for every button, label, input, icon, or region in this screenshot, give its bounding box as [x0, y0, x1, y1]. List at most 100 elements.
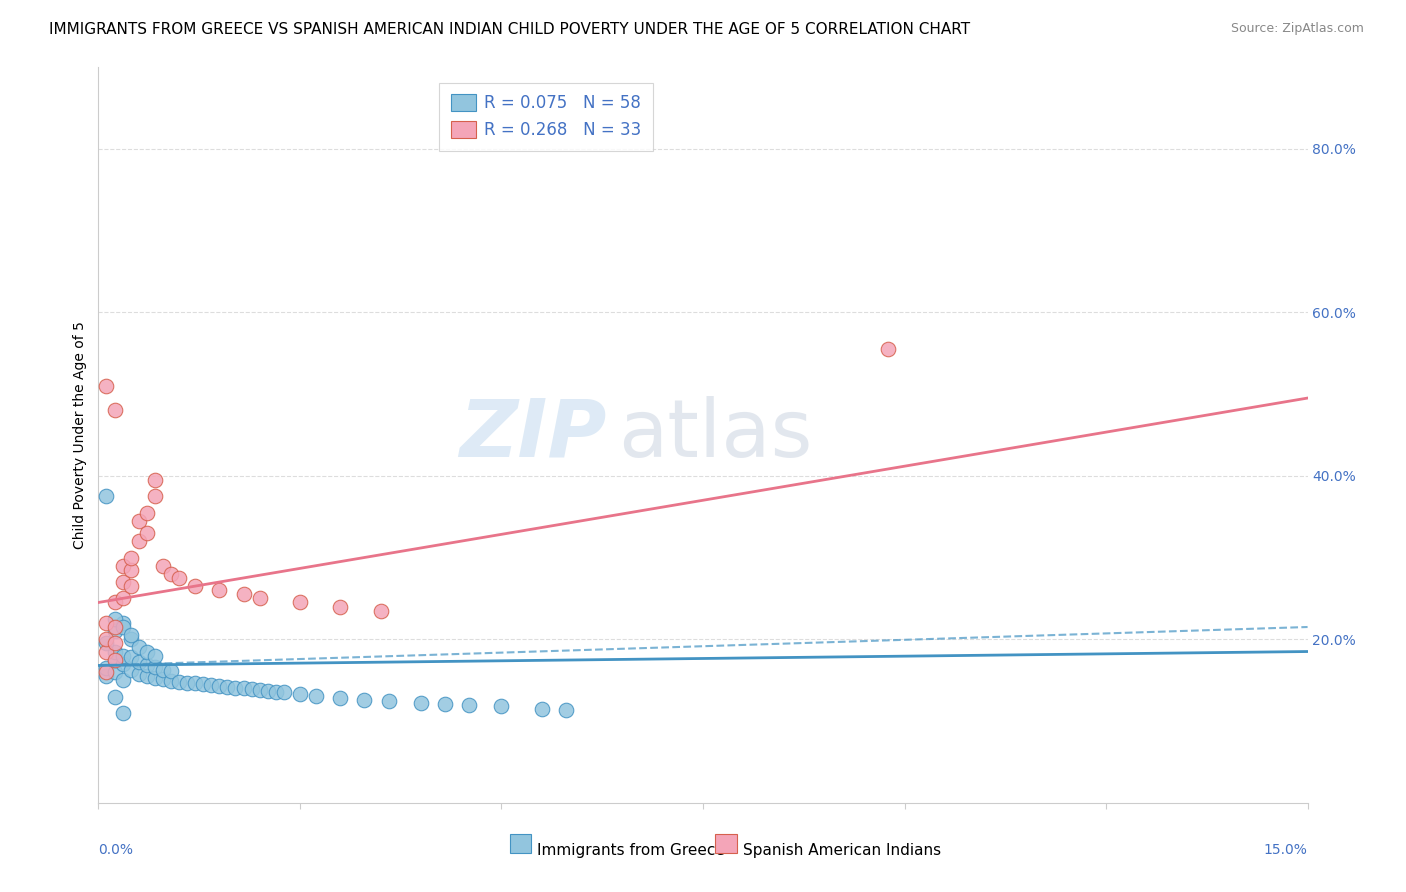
Point	[103, 624, 125, 639]
Point	[167, 674, 190, 689]
Point	[877, 342, 900, 356]
Point	[409, 696, 432, 710]
Point	[434, 697, 457, 711]
Point	[273, 685, 295, 699]
Point	[240, 682, 263, 697]
Point	[111, 648, 134, 663]
Point	[103, 595, 125, 609]
Point	[353, 692, 375, 706]
Point	[329, 599, 352, 614]
Point	[135, 669, 157, 683]
Point	[232, 587, 254, 601]
Point	[120, 579, 142, 593]
Point	[96, 615, 118, 630]
Point	[120, 632, 142, 647]
Point	[208, 583, 231, 598]
Point	[152, 558, 174, 573]
Point	[103, 690, 125, 704]
Point	[103, 653, 125, 667]
Point	[103, 612, 125, 626]
Text: 0.0%: 0.0%	[98, 843, 134, 857]
Point	[143, 648, 166, 663]
Point	[167, 571, 190, 585]
Y-axis label: Child Poverty Under the Age of 5: Child Poverty Under the Age of 5	[73, 321, 87, 549]
Point	[128, 666, 150, 681]
Point	[208, 679, 231, 693]
Point	[152, 663, 174, 677]
Point	[96, 632, 118, 647]
Point	[184, 676, 207, 690]
Point	[111, 574, 134, 589]
Point	[160, 664, 183, 678]
Point	[135, 506, 157, 520]
Point	[176, 675, 198, 690]
Point	[103, 665, 125, 679]
Text: 15.0%: 15.0%	[1264, 843, 1308, 857]
Point	[370, 604, 392, 618]
Text: Spanish American Indians: Spanish American Indians	[742, 843, 941, 858]
Point	[111, 673, 134, 687]
Point	[120, 550, 142, 565]
Point	[200, 678, 222, 692]
Point	[128, 514, 150, 528]
Point	[96, 661, 118, 675]
Point	[96, 489, 118, 503]
Point	[103, 403, 125, 417]
Point	[120, 650, 142, 665]
Point	[329, 691, 352, 706]
Point	[96, 636, 118, 650]
Point	[103, 636, 125, 650]
Point	[152, 673, 174, 687]
Point	[103, 644, 125, 658]
Point	[491, 699, 513, 714]
Point	[135, 658, 157, 673]
Point	[111, 558, 134, 573]
Legend: R = 0.075   N = 58, R = 0.268   N = 33: R = 0.075 N = 58, R = 0.268 N = 33	[439, 83, 652, 151]
Text: atlas: atlas	[619, 396, 813, 474]
Point	[143, 671, 166, 685]
Text: IMMIGRANTS FROM GREECE VS SPANISH AMERICAN INDIAN CHILD POVERTY UNDER THE AGE OF: IMMIGRANTS FROM GREECE VS SPANISH AMERIC…	[49, 22, 970, 37]
Point	[103, 620, 125, 634]
Point	[458, 698, 481, 712]
Point	[96, 665, 118, 679]
Point	[224, 681, 246, 695]
Point	[232, 681, 254, 696]
Point	[96, 644, 118, 658]
Point	[249, 683, 271, 698]
Point	[120, 628, 142, 642]
Point	[160, 673, 183, 688]
Point	[135, 525, 157, 540]
Point	[120, 563, 142, 577]
Point	[135, 644, 157, 658]
Point	[377, 694, 399, 708]
Point	[555, 703, 578, 717]
Bar	[509, 834, 531, 853]
Point	[530, 702, 553, 716]
Point	[256, 683, 278, 698]
Point	[111, 657, 134, 671]
Text: Immigrants from Greece: Immigrants from Greece	[537, 843, 725, 858]
Point	[305, 689, 328, 703]
Point	[111, 591, 134, 606]
Text: ZIP: ZIP	[458, 396, 606, 474]
Point	[96, 378, 118, 392]
Point	[120, 664, 142, 678]
Point	[143, 473, 166, 487]
Point	[288, 595, 311, 609]
Point	[128, 640, 150, 655]
Point	[288, 687, 311, 701]
Point	[249, 591, 271, 606]
Point	[128, 534, 150, 549]
Point	[160, 566, 183, 581]
Bar	[716, 834, 737, 853]
Point	[193, 677, 215, 691]
Point	[184, 579, 207, 593]
Point	[143, 660, 166, 674]
Point	[111, 706, 134, 720]
Point	[96, 669, 118, 683]
Point	[111, 620, 134, 634]
Point	[217, 680, 239, 694]
Text: Source: ZipAtlas.com: Source: ZipAtlas.com	[1230, 22, 1364, 36]
Point	[111, 615, 134, 630]
Point	[264, 684, 287, 698]
